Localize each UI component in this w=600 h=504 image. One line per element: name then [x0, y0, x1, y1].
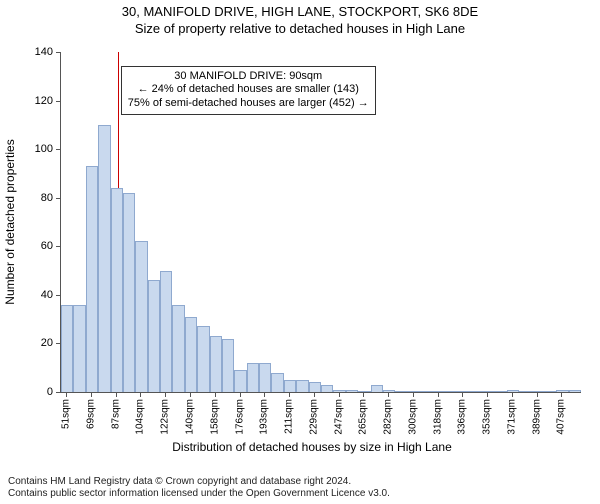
- x-tick-label: 158sqm: [209, 399, 220, 435]
- x-tick: [165, 392, 166, 397]
- histogram-bar: [222, 339, 234, 392]
- x-tick: [116, 392, 117, 397]
- y-tick: [56, 246, 61, 247]
- y-tick-label: 80: [23, 192, 53, 204]
- histogram-bar: [371, 385, 383, 392]
- histogram-bar: [160, 271, 172, 392]
- histogram-bar: [185, 317, 197, 392]
- x-tick: [140, 392, 141, 397]
- histogram-bar: [111, 188, 123, 392]
- x-tick: [66, 392, 67, 397]
- y-axis-label: Number of detached properties: [3, 139, 17, 304]
- x-tick-label: 69sqm: [85, 399, 96, 429]
- y-tick: [56, 295, 61, 296]
- info-box: 30 MANIFOLD DRIVE: 90sqm ← 24% of detach…: [121, 66, 376, 115]
- histogram-bar: [284, 380, 296, 392]
- x-tick: [363, 392, 364, 397]
- info-line-1: 30 MANIFOLD DRIVE: 90sqm: [128, 70, 369, 84]
- x-tick: [537, 392, 538, 397]
- x-tick: [512, 392, 513, 397]
- x-tick-label: 371sqm: [506, 399, 517, 435]
- x-tick: [388, 392, 389, 397]
- histogram-bar: [86, 166, 98, 392]
- footer-credits: Contains HM Land Registry data © Crown c…: [8, 476, 390, 500]
- histogram-bar: [172, 305, 184, 392]
- footer-line-1: Contains HM Land Registry data © Crown c…: [8, 476, 390, 488]
- y-tick-label: 40: [23, 289, 53, 301]
- x-tick-container: 51sqm 69sqm 87sqm 104sqm 122sqm 140sqm 158sqm 1…: [60, 392, 580, 432]
- x-tick: [264, 392, 265, 397]
- chart-area: Number of detached properties 30 MANIFOL…: [38, 52, 586, 432]
- y-tick-label: 100: [23, 143, 53, 155]
- info-line-2: ← 24% of detached houses are smaller (14…: [128, 83, 369, 97]
- x-tick-label: 336sqm: [457, 399, 468, 435]
- x-tick-label: 229sqm: [308, 399, 319, 435]
- x-tick-label: 176sqm: [234, 399, 245, 435]
- y-tick-label: 60: [23, 240, 53, 252]
- x-tick-label: 389sqm: [531, 399, 542, 435]
- histogram-bar: [135, 241, 147, 392]
- x-tick-label: 122sqm: [160, 399, 171, 435]
- histogram-bar: [321, 385, 333, 392]
- x-tick-label: 265sqm: [358, 399, 369, 435]
- y-tick-label: 20: [23, 337, 53, 349]
- plot-region: 30 MANIFOLD DRIVE: 90sqm ← 24% of detach…: [60, 52, 581, 393]
- x-tick: [462, 392, 463, 397]
- x-tick: [240, 392, 241, 397]
- histogram-bar: [148, 280, 160, 392]
- y-tick: [56, 101, 61, 102]
- x-tick: [413, 392, 414, 397]
- x-tick: [561, 392, 562, 397]
- histogram-bar: [98, 125, 110, 392]
- x-tick: [190, 392, 191, 397]
- x-tick-label: 193sqm: [259, 399, 270, 435]
- histogram-bar: [234, 370, 246, 392]
- title-address: 30, MANIFOLD DRIVE, HIGH LANE, STOCKPORT…: [0, 4, 600, 19]
- histogram-bar: [73, 305, 85, 392]
- y-tick: [56, 198, 61, 199]
- x-tick-label: 318sqm: [432, 399, 443, 435]
- histogram-bar: [197, 326, 209, 392]
- histogram-bar: [123, 193, 135, 392]
- x-tick: [215, 392, 216, 397]
- x-tick: [438, 392, 439, 397]
- x-tick-label: 104sqm: [135, 399, 146, 435]
- histogram-bar: [61, 305, 73, 392]
- x-tick-label: 353sqm: [482, 399, 493, 435]
- histogram-bar: [259, 363, 271, 392]
- histogram-bar: [296, 380, 308, 392]
- x-tick-label: 247sqm: [333, 399, 344, 435]
- x-tick-label: 51sqm: [61, 399, 72, 429]
- x-tick-label: 211sqm: [284, 399, 295, 434]
- histogram-bar: [210, 336, 222, 392]
- x-tick: [314, 392, 315, 397]
- y-tick: [56, 52, 61, 53]
- y-tick-label: 120: [23, 95, 53, 107]
- histogram-bar: [309, 382, 321, 392]
- x-tick-label: 87sqm: [110, 399, 121, 429]
- x-tick: [487, 392, 488, 397]
- x-tick-label: 300sqm: [407, 399, 418, 435]
- x-tick-label: 140sqm: [185, 399, 196, 435]
- histogram-bar: [247, 363, 259, 392]
- histogram-bar: [271, 373, 283, 392]
- x-tick: [289, 392, 290, 397]
- footer-line-2: Contains public sector information licen…: [8, 488, 390, 500]
- chart-titles: 30, MANIFOLD DRIVE, HIGH LANE, STOCKPORT…: [0, 4, 600, 36]
- y-tick-label: 0: [23, 386, 53, 398]
- y-tick: [56, 149, 61, 150]
- y-tick-label: 140: [23, 46, 53, 58]
- info-line-3: 75% of semi-detached houses are larger (…: [128, 97, 369, 111]
- x-tick: [339, 392, 340, 397]
- x-tick-label: 282sqm: [383, 399, 394, 435]
- x-tick: [91, 392, 92, 397]
- title-subtitle: Size of property relative to detached ho…: [0, 21, 600, 36]
- x-tick-label: 407sqm: [556, 399, 567, 435]
